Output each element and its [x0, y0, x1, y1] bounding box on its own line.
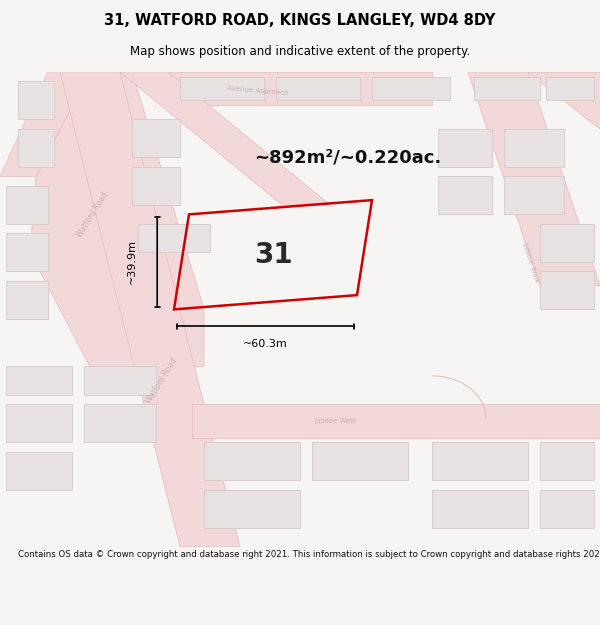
Text: ~39.9m: ~39.9m — [127, 239, 137, 284]
Polygon shape — [528, 72, 600, 129]
Polygon shape — [6, 404, 72, 442]
Text: ~892m²/~0.220ac.: ~892m²/~0.220ac. — [254, 148, 442, 166]
Polygon shape — [540, 442, 594, 481]
Polygon shape — [180, 77, 264, 101]
Polygon shape — [6, 452, 72, 490]
Text: Jubilee Walk: Jubilee Walk — [521, 241, 541, 283]
Polygon shape — [504, 176, 564, 214]
Text: Contains OS data © Crown copyright and database right 2021. This information is : Contains OS data © Crown copyright and d… — [18, 550, 600, 559]
Polygon shape — [6, 233, 48, 271]
Polygon shape — [132, 119, 180, 158]
Polygon shape — [204, 490, 300, 528]
Text: Watford Road: Watford Road — [145, 356, 179, 405]
Polygon shape — [138, 224, 210, 253]
Polygon shape — [372, 77, 450, 101]
Polygon shape — [18, 81, 54, 119]
Polygon shape — [84, 366, 156, 395]
Polygon shape — [204, 442, 300, 481]
Polygon shape — [6, 281, 48, 319]
Polygon shape — [168, 72, 432, 105]
Polygon shape — [540, 224, 594, 262]
Polygon shape — [0, 72, 90, 176]
Polygon shape — [276, 77, 360, 101]
Polygon shape — [60, 72, 240, 547]
Polygon shape — [432, 442, 528, 481]
Polygon shape — [546, 77, 594, 101]
Polygon shape — [18, 129, 54, 167]
Polygon shape — [540, 271, 594, 309]
Polygon shape — [432, 490, 528, 528]
Text: 31, WATFORD ROAD, KINGS LANGLEY, WD4 8DY: 31, WATFORD ROAD, KINGS LANGLEY, WD4 8DY — [104, 13, 496, 28]
Text: Watford Road: Watford Road — [76, 190, 110, 239]
Polygon shape — [438, 129, 492, 167]
Polygon shape — [474, 77, 540, 101]
Polygon shape — [468, 72, 600, 286]
Polygon shape — [312, 442, 408, 481]
Text: 31: 31 — [254, 241, 292, 269]
Text: Jubilee Walk: Jubilee Walk — [315, 418, 357, 424]
Polygon shape — [30, 72, 204, 366]
Text: Map shows position and indicative extent of the property.: Map shows position and indicative extent… — [130, 44, 470, 58]
Text: ~60.3m: ~60.3m — [243, 339, 288, 349]
Polygon shape — [6, 186, 48, 224]
Polygon shape — [540, 490, 594, 528]
Polygon shape — [120, 72, 330, 205]
Text: Avenue Approach: Avenue Approach — [227, 85, 289, 96]
Polygon shape — [132, 167, 180, 205]
Polygon shape — [84, 404, 156, 442]
Polygon shape — [438, 176, 492, 214]
Polygon shape — [504, 129, 564, 167]
Polygon shape — [192, 404, 600, 437]
Polygon shape — [6, 366, 72, 395]
